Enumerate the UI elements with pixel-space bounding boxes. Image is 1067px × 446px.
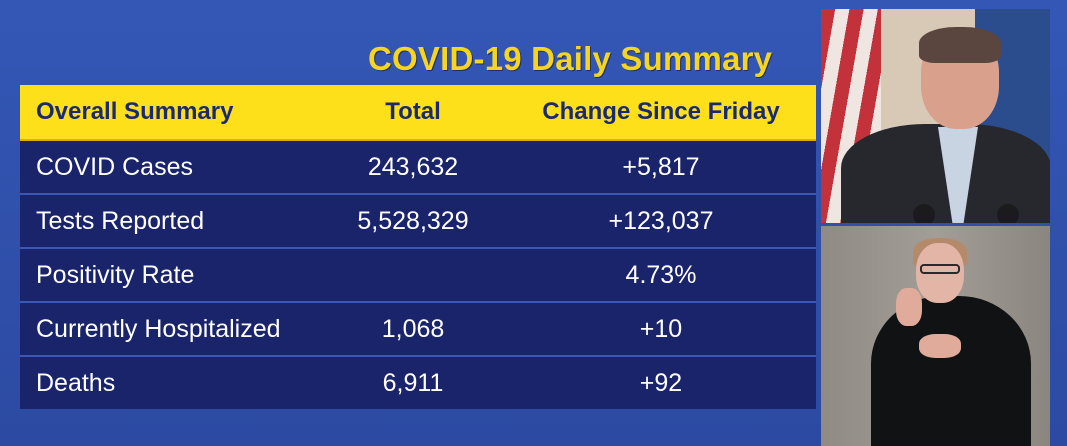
microphone-icon [997, 204, 1019, 223]
header-overall-summary: Overall Summary [36, 98, 234, 125]
speaker-video [821, 9, 1050, 223]
microphone-icon [913, 204, 935, 223]
table-row: Currently Hospitalized 1,068 +10 [20, 303, 816, 357]
row-label: Deaths [36, 368, 116, 397]
glasses-icon [920, 264, 960, 274]
table-row: COVID Cases 243,632 +5,817 [20, 141, 816, 195]
page-title: COVID-19 Daily Summary [368, 40, 773, 77]
row-total: 5,528,329 [357, 206, 469, 235]
table-row: Positivity Rate 4.73% [20, 249, 816, 303]
row-label: Currently Hospitalized [36, 314, 281, 343]
speaker-hair [919, 27, 1001, 63]
interpreter-body [871, 296, 1031, 446]
summary-table: Overall Summary Total Change Since Frida… [20, 85, 816, 409]
row-change: +5,817 [622, 152, 700, 181]
row-total: 6,911 [382, 368, 444, 397]
row-label: Tests Reported [36, 206, 205, 235]
table-row: Tests Reported 5,528,329 +123,037 [20, 195, 816, 249]
signing-hand [919, 334, 961, 358]
row-change: +123,037 [608, 206, 714, 235]
row-change: +92 [639, 368, 683, 397]
table-header-row: Overall Summary Total Change Since Frida… [20, 85, 816, 141]
header-change-since-friday: Change Since Friday [542, 98, 780, 125]
row-change: 4.73% [625, 260, 697, 289]
signing-hand [896, 288, 922, 326]
row-label: COVID Cases [36, 152, 193, 181]
row-change: +10 [639, 314, 683, 343]
interpreter-video [821, 226, 1050, 446]
header-total: Total [385, 98, 441, 125]
row-total: 243,632 [367, 152, 459, 181]
row-total: 1,068 [381, 314, 445, 343]
row-label: Positivity Rate [36, 260, 195, 289]
table-row: Deaths 6,911 +92 [20, 357, 816, 409]
